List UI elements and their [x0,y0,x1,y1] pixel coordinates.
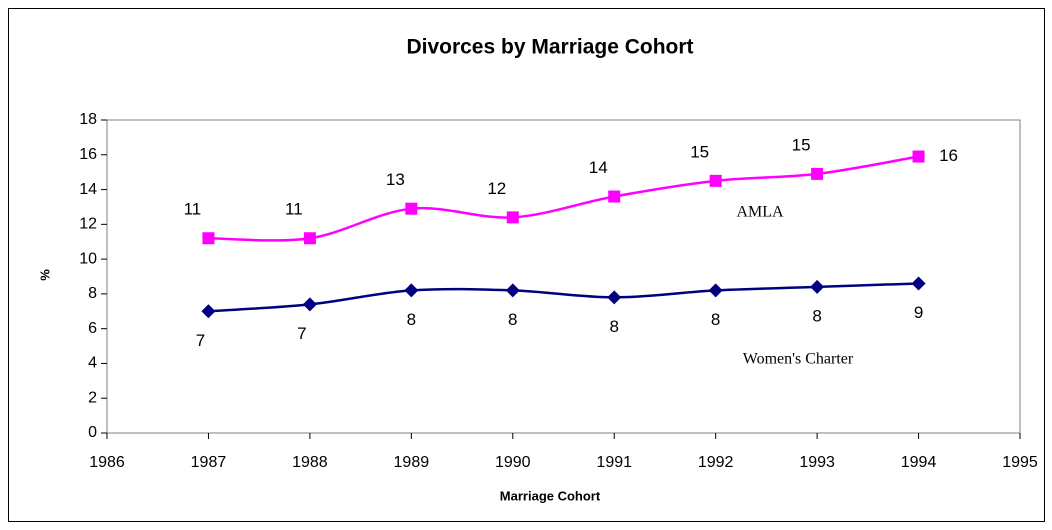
marker [912,150,925,163]
x-axis-label: Marriage Cohort [500,488,601,503]
y-tick-label: 12 [79,216,97,233]
data-label: 16 [939,146,958,165]
data-label: 9 [914,303,923,322]
marker [404,283,419,298]
data-label: 11 [285,200,303,219]
data-label: 7 [297,324,306,343]
chart-frame [8,8,1045,522]
marker [811,167,824,180]
marker [505,283,520,298]
data-label: 8 [407,310,416,329]
data-label: 15 [690,142,709,161]
data-label: 8 [711,310,720,329]
series-line [208,155,919,242]
y-tick-label: 10 [79,250,97,267]
plot-frame [106,119,1021,434]
y-tick-label: 0 [88,424,97,441]
y-tick-label: 16 [79,146,97,163]
x-tick-label: 1992 [698,454,734,471]
marker [911,276,926,291]
marker [506,211,519,224]
y-tick-label: 18 [79,111,97,128]
chart-title: Divorces by Marriage Cohort [406,36,693,59]
y-tick-label: 4 [88,355,97,372]
series-annotation: Women's Charter [743,351,854,368]
marker [405,202,418,215]
marker [810,279,825,294]
data-label: 7 [196,331,205,350]
y-tick-label: 6 [88,320,97,337]
x-tick-label: 1988 [292,454,328,471]
data-label: 12 [487,179,506,198]
marker [607,290,622,305]
series-line [208,282,919,313]
data-label: 11 [184,200,202,219]
marker [708,283,723,298]
marker [608,190,621,203]
y-axis-label: % [37,269,52,281]
marker [303,232,316,245]
y-tick-label: 2 [88,389,97,406]
x-tick-label: 1991 [596,454,632,471]
x-tick-label: 1995 [1002,454,1038,471]
marker [302,297,317,312]
y-tick-label: 8 [88,285,97,302]
x-tick-label: 1986 [89,454,125,471]
x-tick-label: 1993 [799,454,835,471]
series-annotation: AMLA [736,204,784,221]
data-label: 8 [812,306,821,325]
x-tick-label: 1987 [191,454,227,471]
marker [709,174,722,187]
data-label: 8 [609,317,618,336]
y-tick-label: 14 [79,181,97,198]
data-label: 13 [386,170,405,189]
data-label: 14 [589,158,608,177]
data-label: 15 [792,135,811,154]
x-tick-label: 1994 [901,454,937,471]
x-tick-label: 1990 [495,454,531,471]
marker [202,232,215,245]
marker [201,304,216,319]
data-label: 8 [508,310,517,329]
x-tick-label: 1989 [394,454,430,471]
